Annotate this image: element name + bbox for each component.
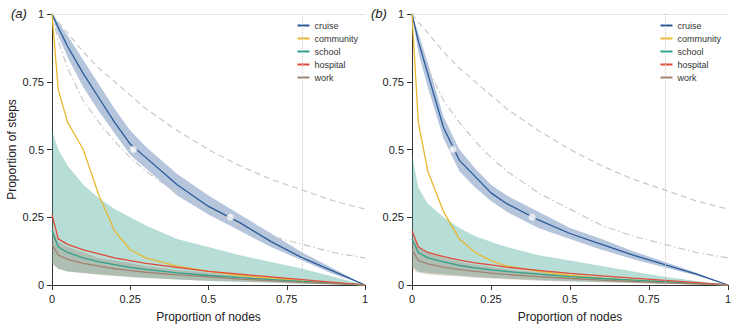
svg-text:cruise: cruise: [677, 21, 701, 31]
svg-text:0.5: 0.5: [562, 293, 577, 305]
svg-text:0.75: 0.75: [276, 293, 297, 305]
svg-text:0: 0: [398, 279, 404, 291]
svg-text:hospital: hospital: [677, 60, 708, 70]
svg-text:community: community: [314, 34, 358, 44]
svg-text:0.5: 0.5: [29, 144, 44, 156]
svg-text:0: 0: [38, 279, 44, 291]
svg-text:0.75: 0.75: [23, 76, 44, 88]
svg-text:0.25: 0.25: [383, 211, 404, 223]
svg-text:0.25: 0.25: [120, 293, 141, 305]
svg-text:work: work: [313, 73, 334, 83]
svg-text:(b): (b): [371, 6, 387, 21]
svg-text:0.25: 0.25: [480, 293, 501, 305]
svg-text:1: 1: [38, 8, 44, 20]
svg-text:0.25: 0.25: [23, 211, 44, 223]
svg-text:0.5: 0.5: [389, 144, 404, 156]
svg-text:(a): (a): [11, 6, 27, 21]
svg-text:Proportion of steps: Proportion of steps: [5, 99, 19, 200]
svg-text:school: school: [314, 47, 340, 57]
svg-text:work: work: [676, 73, 697, 83]
svg-text:school: school: [677, 47, 703, 57]
svg-text:Proportion of nodes: Proportion of nodes: [518, 310, 623, 324]
svg-text:1: 1: [362, 293, 368, 305]
svg-text:0: 0: [49, 293, 55, 305]
svg-text:0: 0: [409, 293, 415, 305]
svg-text:Proportion of nodes: Proportion of nodes: [156, 310, 261, 324]
svg-text:0.5: 0.5: [201, 293, 216, 305]
svg-text:0.75: 0.75: [638, 293, 659, 305]
svg-text:1: 1: [398, 8, 404, 20]
svg-text:community: community: [677, 34, 721, 44]
svg-text:0.75: 0.75: [383, 76, 404, 88]
svg-text:1: 1: [725, 293, 731, 305]
svg-text:hospital: hospital: [314, 60, 345, 70]
svg-text:cruise: cruise: [314, 21, 338, 31]
